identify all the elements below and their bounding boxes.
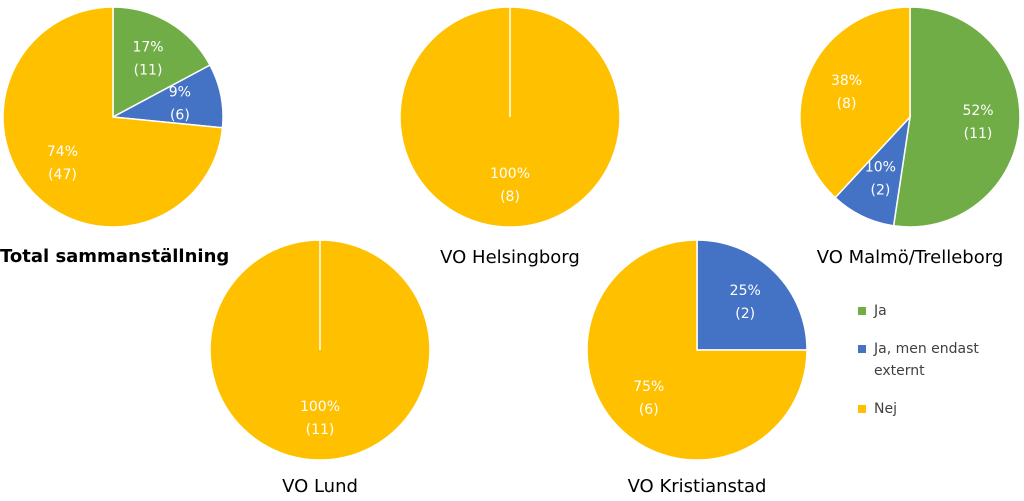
percent-label: 74% — [47, 144, 78, 160]
pie-slice — [892, 6, 1021, 228]
chart-title: VO Lund — [282, 476, 358, 497]
pie-slice — [399, 6, 621, 228]
percent-label: 17% — [132, 40, 163, 56]
legend-item: Ja — [858, 300, 988, 322]
percent-label: 9% — [169, 85, 191, 101]
count-label: (6) — [639, 402, 659, 418]
pie-slice — [2, 6, 224, 228]
count-label: (11) — [964, 126, 993, 142]
legend-swatch — [858, 405, 866, 413]
chart-title: VO Kristianstad — [628, 476, 767, 497]
percent-label: 75% — [633, 379, 664, 395]
legend-label: Nej — [874, 401, 897, 417]
legend-swatch — [858, 307, 866, 315]
percent-label: 52% — [962, 103, 993, 119]
count-label: (11) — [306, 422, 335, 438]
legend: Ja Ja, men endast externt Nej — [858, 300, 988, 436]
pie-slice — [112, 6, 212, 119]
count-label: (11) — [134, 63, 163, 79]
count-label: (8) — [837, 96, 857, 112]
pie-slice — [586, 239, 808, 461]
legend-label: Ja, men endast externt — [874, 341, 979, 379]
percent-label: 38% — [831, 73, 862, 89]
legend-item: Ja, men endast externt — [858, 338, 988, 382]
chart-title: VO Malmö/Trelleborg — [817, 247, 1004, 268]
chart-title: Total sammanställning — [0, 246, 229, 267]
legend-swatch — [858, 345, 866, 353]
count-label: (2) — [735, 306, 755, 322]
percent-label: 100% — [300, 399, 340, 415]
pie-slice — [696, 239, 808, 351]
pie-slice — [799, 6, 911, 199]
percent-label: 100% — [490, 166, 530, 182]
percent-label: 25% — [730, 283, 761, 299]
count-label: (2) — [870, 182, 890, 198]
chart-title: VO Helsingborg — [440, 247, 580, 268]
percent-label: 10% — [865, 159, 896, 175]
count-label: (47) — [48, 167, 77, 183]
legend-label: Ja — [874, 303, 887, 319]
count-label: (6) — [170, 108, 190, 124]
legend-item: Nej — [858, 398, 988, 420]
count-label: (8) — [500, 189, 520, 205]
pie-slice — [209, 239, 431, 461]
